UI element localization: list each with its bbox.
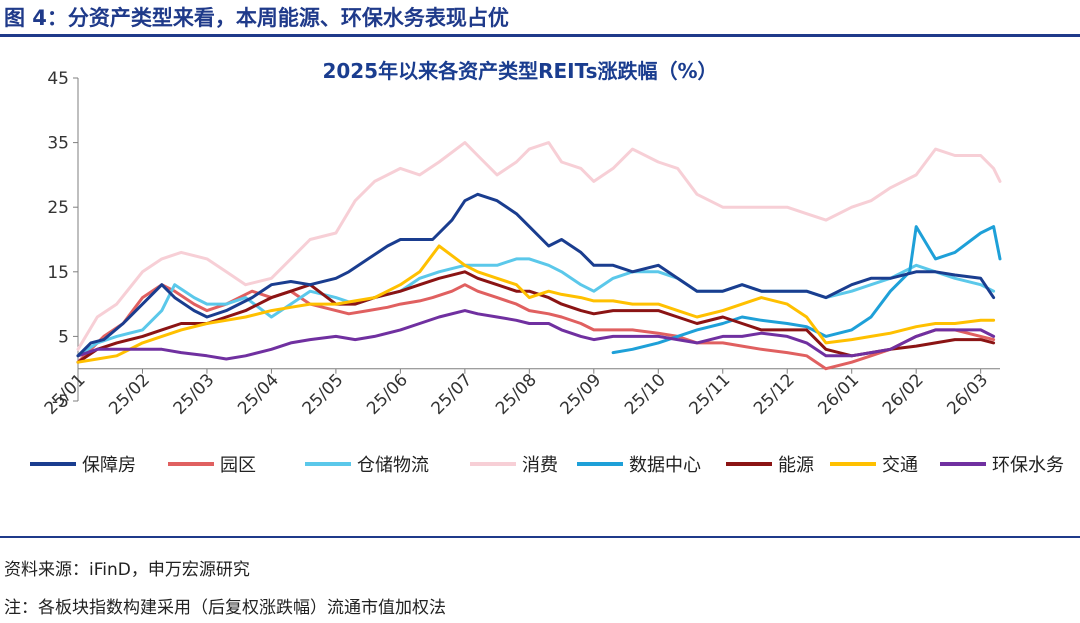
y-tick-label: 15 xyxy=(47,263,69,283)
legend-label: 消费 xyxy=(522,455,558,476)
series-line-1 xyxy=(76,283,996,371)
x-tick-label: 25/05 xyxy=(299,370,348,419)
source-note: 资料来源：iFinD，申万宏源研究 xyxy=(4,560,250,580)
y-tick-label: 5 xyxy=(58,327,69,347)
x-tick-label: 26/03 xyxy=(943,370,992,419)
x-tick-label: 25/10 xyxy=(621,370,670,419)
legend-label: 园区 xyxy=(220,455,256,476)
bottom-divider xyxy=(0,536,1080,538)
x-tick-label: 26/01 xyxy=(814,370,863,419)
title-divider xyxy=(0,34,1080,37)
legend-label: 交通 xyxy=(882,455,918,476)
figure-title: 图 4：分资产类型来看，本周能源、环保水务表现占优 xyxy=(4,6,509,30)
chart-title: 2025年以来各资产类型REITs涨跌幅（%） xyxy=(322,59,717,83)
legend-label: 环保水务 xyxy=(992,455,1064,476)
x-tick-label: 25/06 xyxy=(363,370,412,419)
x-tick-label: 25/07 xyxy=(428,370,477,419)
x-tick-label: 25/04 xyxy=(234,370,283,419)
legend-label: 数据中心 xyxy=(629,455,701,476)
series-layer xyxy=(76,141,1002,371)
x-tick-label: 25/03 xyxy=(170,370,219,419)
x-tick-label: 25/08 xyxy=(492,370,541,419)
y-tick-label: 35 xyxy=(47,134,69,154)
series-line-7 xyxy=(76,309,996,361)
x-tick-label: 25/02 xyxy=(105,370,154,419)
series-line-2 xyxy=(76,257,996,358)
x-tick-label: 25/09 xyxy=(557,370,606,419)
x-tick-label: 25/11 xyxy=(686,370,735,419)
legend-label: 能源 xyxy=(778,455,814,476)
legend-label: 保障房 xyxy=(82,455,136,476)
method-note: 注：各板块指数构建采用（后复权涨跌幅）流通市值加权法 xyxy=(4,598,446,618)
y-tick-label: -5 xyxy=(52,392,69,412)
series-line-4 xyxy=(611,225,1002,355)
legend: 保障房 园区 仓储物流 消费 数据中心 能源 交通 环保水务 xyxy=(30,455,1064,476)
legend-label: 仓储物流 xyxy=(357,455,429,476)
y-axis: -5 5 15 25 35 45 xyxy=(47,69,79,412)
series-line-5 xyxy=(76,270,996,364)
series-line-6 xyxy=(76,244,996,364)
series-line-0 xyxy=(76,192,996,358)
x-axis: 25/01 25/02 25/03 25/04 25/05 25/06 25/07 25/08… xyxy=(41,368,1000,419)
x-tick-label: 25/12 xyxy=(750,370,799,419)
y-tick-label: 45 xyxy=(47,69,69,89)
series-line-3 xyxy=(76,141,1002,351)
y-tick-label: 25 xyxy=(47,198,69,218)
x-tick-label: 26/02 xyxy=(879,370,928,419)
line-chart: 2025年以来各资产类型REITs涨跌幅（%） -5 5 15 25 35 45 25/0… xyxy=(30,59,1064,476)
